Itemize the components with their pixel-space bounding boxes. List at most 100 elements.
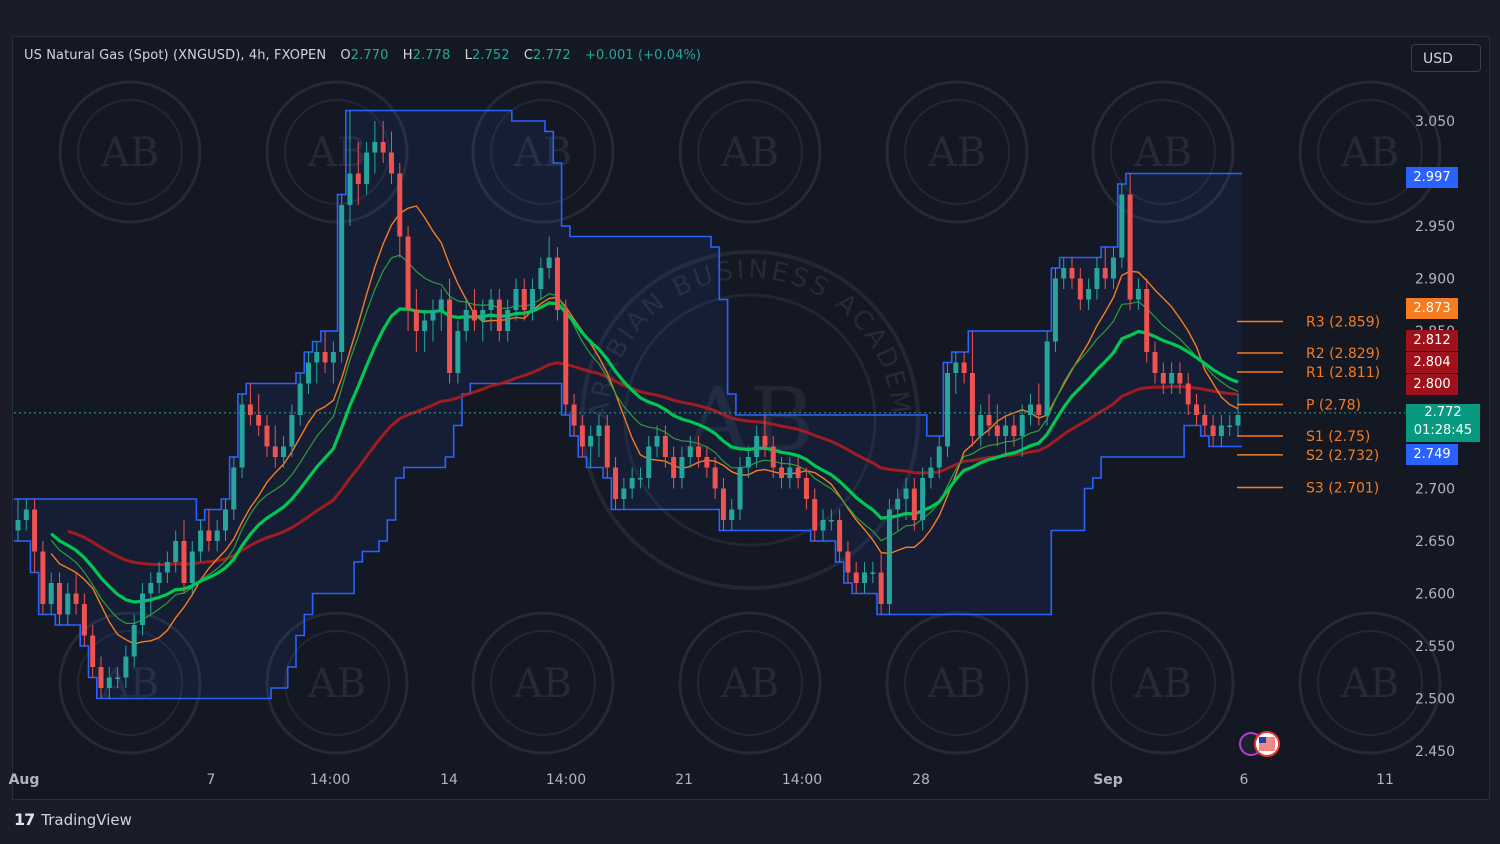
candle-body [272, 446, 278, 457]
y-tick-label: 2.550 [1415, 639, 1455, 655]
candle-body [762, 436, 768, 447]
candle-body [115, 677, 121, 679]
candle-body [604, 425, 610, 468]
donchian-upper-tag: 2.997 [1406, 167, 1458, 188]
candle-body [198, 530, 204, 552]
candle-body [247, 404, 253, 415]
candle-body [1218, 425, 1224, 436]
candle-body [23, 509, 29, 520]
candle-body [73, 593, 79, 604]
watermark-seal [678, 611, 822, 755]
tradingview-logo-icon: 17 [14, 810, 35, 829]
candle-body [388, 152, 394, 174]
candle-body [156, 572, 162, 583]
candle-body [355, 173, 361, 184]
candle-body [696, 446, 702, 457]
candle-body [372, 142, 378, 153]
tradingview-brand[interactable]: 17 TradingView [14, 810, 132, 829]
candle-body [15, 520, 21, 531]
candle-body [148, 583, 154, 594]
candle-body [513, 289, 519, 310]
candle-body [862, 572, 868, 583]
candle-body [1202, 415, 1208, 426]
candle-body [546, 257, 552, 268]
candle-body [928, 467, 934, 478]
candle-body [496, 299, 502, 331]
candle-body [754, 436, 760, 457]
red-ma-tag-1: 2.812 [1406, 330, 1458, 351]
candle-body [1036, 404, 1042, 415]
candle-body [488, 299, 494, 310]
candle-body [98, 667, 104, 688]
candle-body [729, 509, 735, 520]
watermark-monogram: AB [100, 130, 159, 176]
y-tick-label: 2.700 [1415, 482, 1455, 498]
candle-body [1135, 289, 1141, 300]
red-ma-tag-3: 2.800 [1406, 374, 1458, 395]
watermark-seal [471, 80, 615, 224]
watermark-seal [471, 611, 615, 755]
candle-body [837, 520, 843, 552]
pivot-label: R1 (2.811) [1306, 365, 1380, 381]
candle-body [953, 362, 959, 373]
symbol-header: US Natural Gas (Spot) (XNGUSD), 4h, FXOP… [24, 48, 701, 63]
watermark-monogram: AB [720, 661, 779, 707]
last-price-value: 2.772 [1424, 405, 1462, 420]
watermark-seal-inner [1317, 99, 1423, 205]
candle-body [646, 446, 652, 478]
candle-body [289, 415, 295, 447]
candle-body [828, 520, 834, 522]
candle-body [1052, 278, 1058, 342]
candle-body [779, 467, 785, 478]
watermark-seal-inner [77, 99, 183, 205]
donchian-lower-tag: 2.749 [1406, 444, 1458, 465]
close-label: C [523, 48, 534, 63]
candle-body [687, 446, 693, 457]
watermark-seal-inner [1317, 630, 1423, 736]
candle-body [181, 541, 187, 583]
low-label: L [464, 48, 472, 63]
candle-body [281, 446, 287, 457]
tradingview-label: TradingView [41, 810, 132, 829]
candle-body [1069, 268, 1075, 279]
candle-body [140, 593, 145, 625]
open-value: 2.770 [350, 48, 389, 63]
candle-body [770, 446, 776, 468]
x-tick-label: 14:00 [310, 772, 350, 788]
us-flag-canton [1259, 737, 1266, 743]
candle-body [1061, 268, 1067, 279]
open-label: O [340, 48, 351, 63]
candle-body [1227, 425, 1233, 427]
watermark-seal [1298, 611, 1442, 755]
candle-body [90, 635, 96, 667]
candle-body [231, 467, 237, 510]
candle-body [803, 478, 809, 499]
candle-body [1160, 373, 1166, 384]
bar-countdown: 01:28:45 [1413, 423, 1473, 438]
candle-body [447, 299, 453, 373]
x-tick-label: Aug [9, 772, 40, 788]
candle-body [1111, 257, 1116, 279]
candle-body [812, 499, 818, 531]
candle-body [637, 478, 643, 480]
candle-body [32, 509, 38, 552]
candle-body [679, 457, 685, 478]
y-tick-label: 2.600 [1415, 587, 1455, 603]
x-tick-label: 14:00 [546, 772, 586, 788]
candle-body [994, 425, 1000, 436]
candle-body [654, 436, 660, 447]
candle-body [530, 289, 536, 310]
watermark-seal-inner [1110, 630, 1216, 736]
candle-body [895, 499, 901, 510]
watermark-monogram: AB [927, 661, 986, 707]
candle-body [413, 310, 419, 331]
candle-body [712, 467, 718, 489]
candle-body [106, 677, 112, 688]
candle-body [563, 310, 569, 405]
watermark-seal [1091, 80, 1235, 224]
candle-body [521, 289, 527, 310]
pivot-label: S1 (2.75) [1306, 429, 1370, 445]
candle-body [1011, 425, 1017, 436]
currency-button[interactable]: USD [1411, 44, 1481, 72]
